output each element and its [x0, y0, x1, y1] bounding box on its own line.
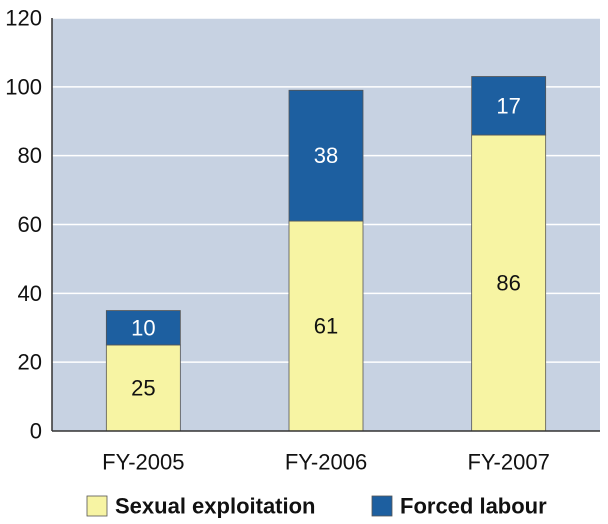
legend-label: Forced labour: [400, 494, 547, 519]
legend-swatch: [371, 495, 393, 517]
bar-segment: [105, 344, 181, 432]
y-tick-label: 0: [30, 419, 42, 444]
data-label: 86: [496, 271, 520, 296]
bar-segment: [471, 76, 547, 136]
data-label: 38: [314, 143, 338, 168]
data-label: 25: [131, 375, 155, 400]
legend: Sexual exploitation Forced labour: [86, 494, 547, 519]
bars: [105, 76, 547, 432]
legend-swatch: [86, 495, 108, 517]
data-labels: 25 10 61 38 86 17: [131, 93, 521, 400]
y-tick-label: 100: [5, 74, 42, 99]
legend-label: Sexual exploitation: [115, 494, 316, 519]
x-tick-label: FY-2007: [467, 450, 549, 475]
x-tick-label: FY-2006: [285, 450, 367, 475]
y-tick-label: 80: [18, 143, 42, 168]
x-tick-label: FY-2005: [102, 450, 184, 475]
bar-segment: [288, 89, 364, 222]
bar-segment: [105, 310, 181, 346]
y-tick-label: 40: [18, 281, 42, 306]
data-label: 17: [496, 93, 520, 118]
data-label: 61: [314, 314, 338, 339]
y-tick-label: 20: [18, 350, 42, 375]
data-label: 10: [131, 315, 155, 340]
y-tick-label: 60: [18, 212, 42, 237]
axes: 0 20 40 60 80 100 120 FY-2005 FY-2006 FY-2007: [5, 6, 600, 475]
y-tick-label: 120: [5, 6, 42, 31]
